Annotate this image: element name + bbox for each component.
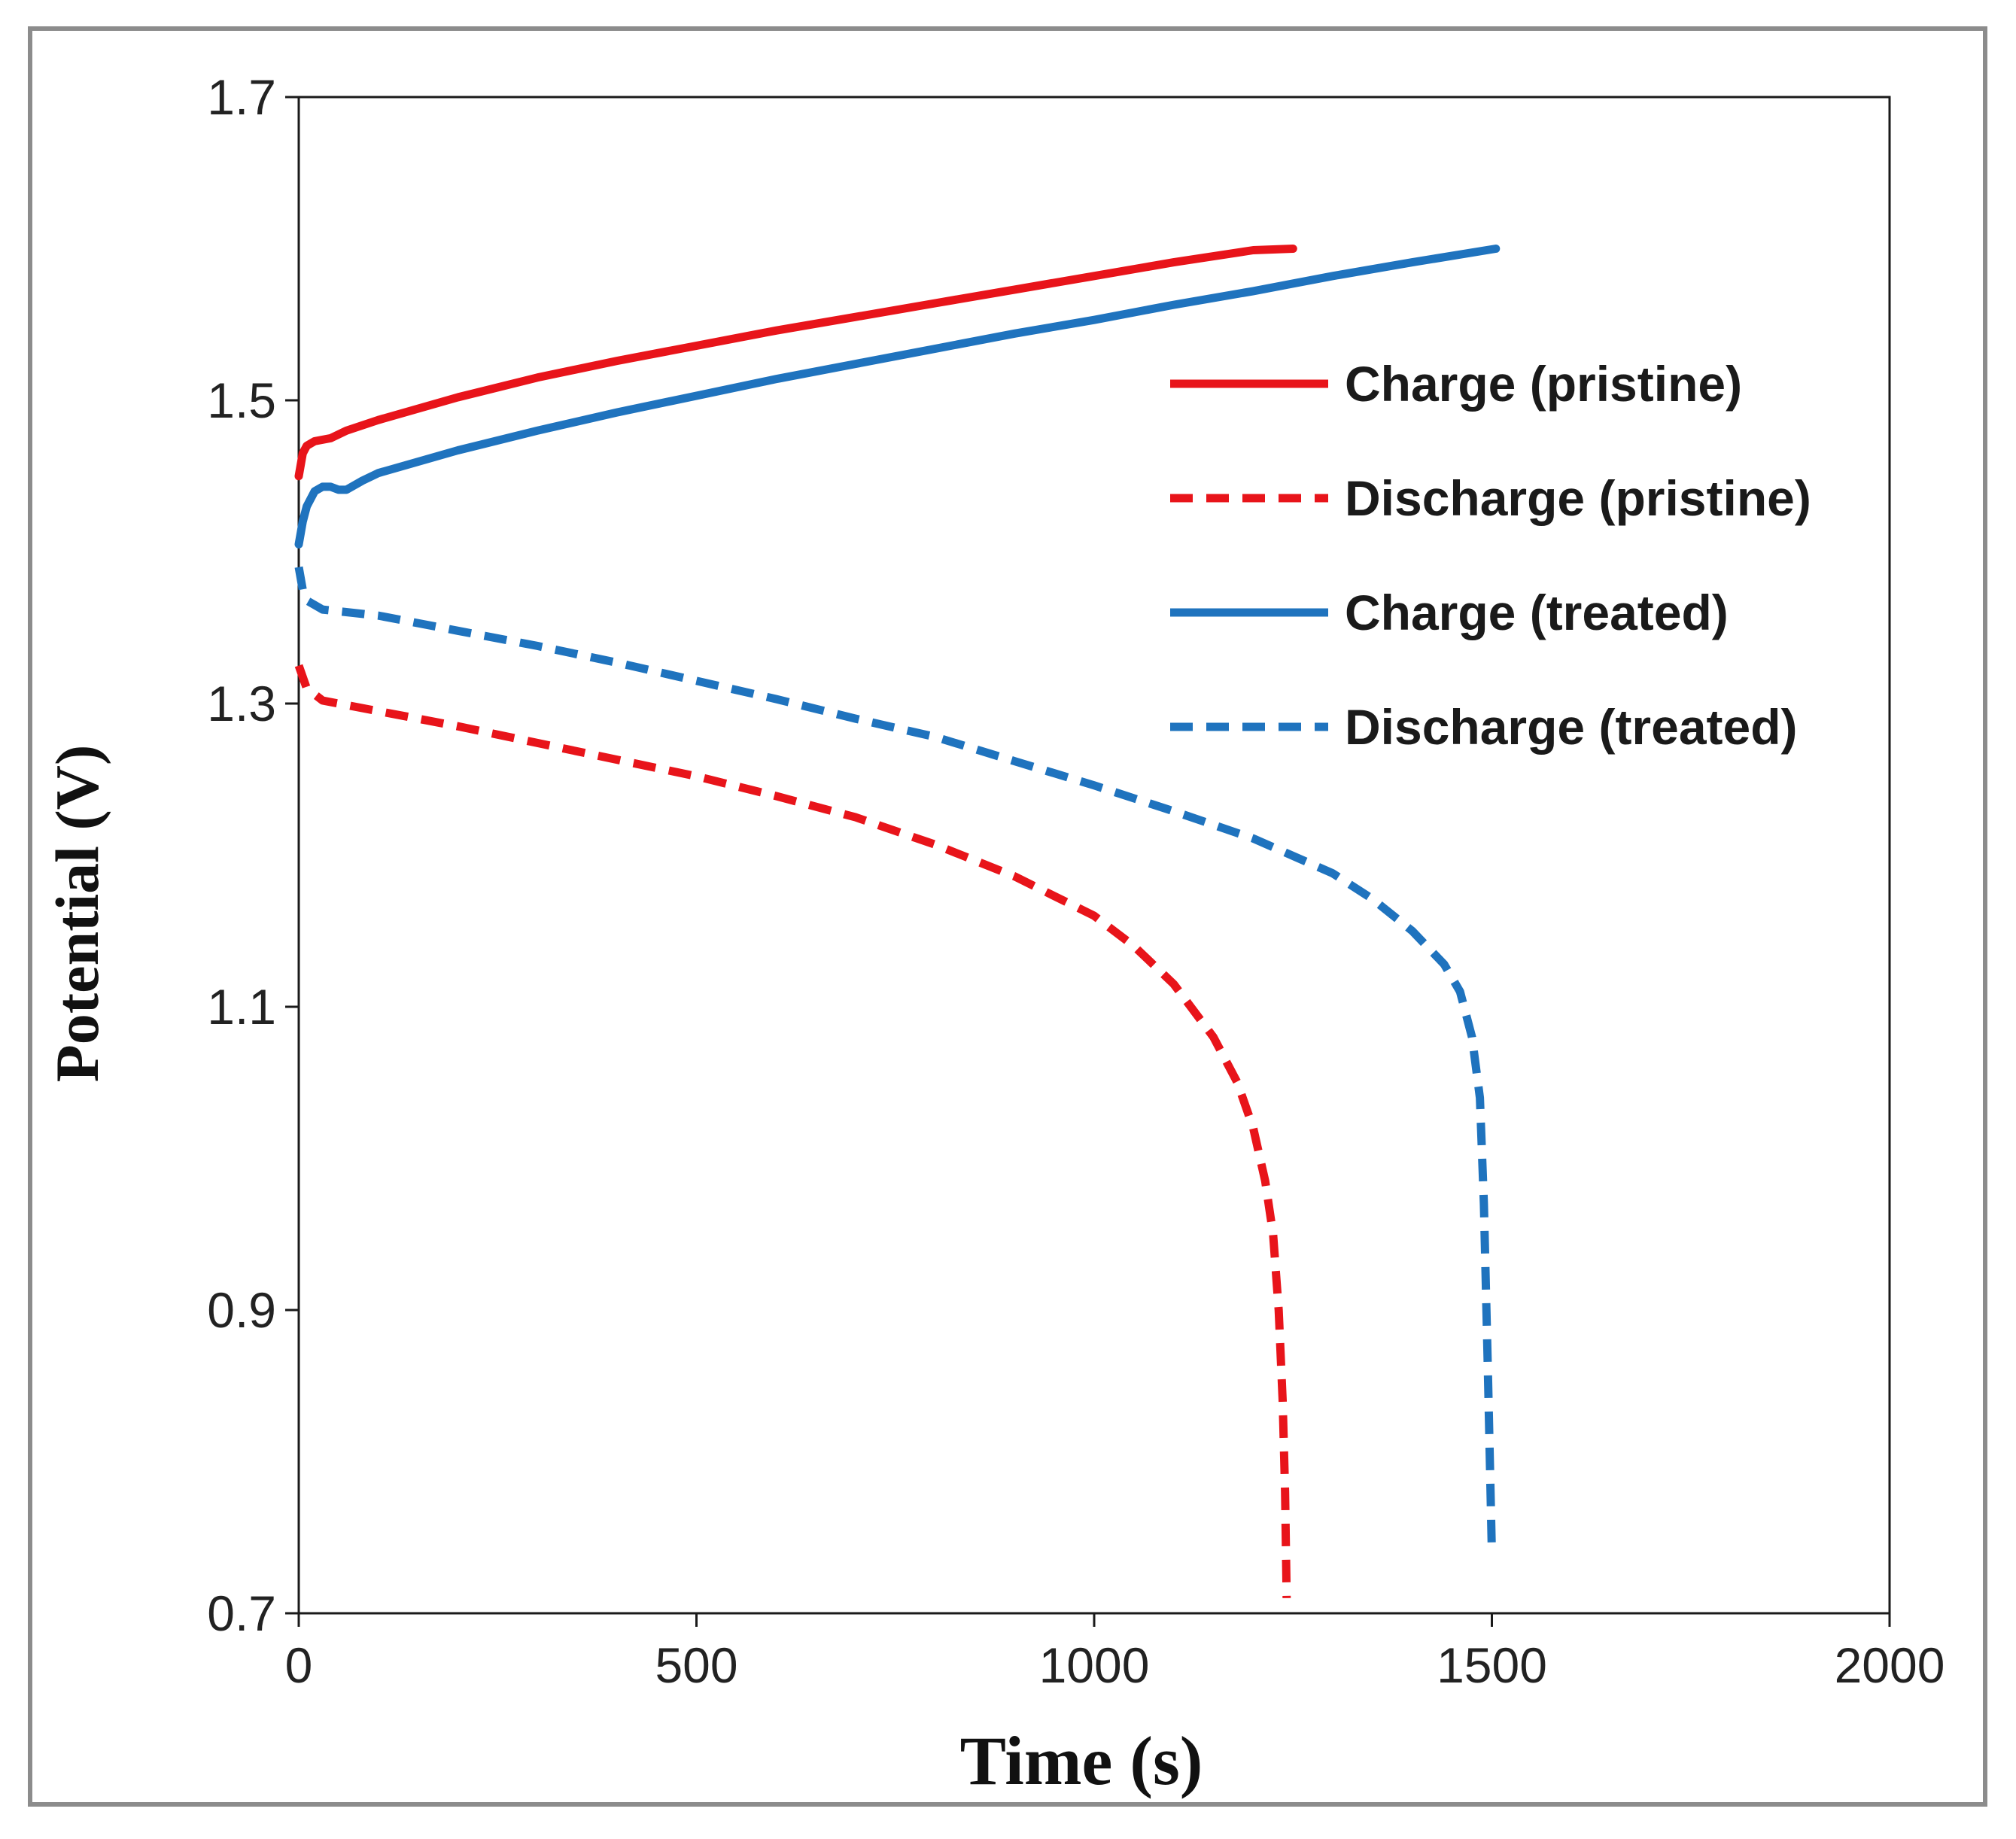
y-tick-label: 1.1 [207, 979, 276, 1035]
legend-label: Charge (treated) [1345, 585, 1729, 640]
x-tick-label: 0 [285, 1637, 313, 1693]
y-axis-title: Potential (V) [43, 745, 111, 1083]
x-tick-label: 1000 [1039, 1637, 1150, 1693]
x-tick-label: 500 [655, 1637, 737, 1693]
series-line-discharge-pristine [294, 664, 1291, 1598]
series-line-charge-treated [294, 245, 1501, 549]
series-line-charge-pristine [294, 245, 1297, 481]
y-tick-label: 0.7 [207, 1585, 276, 1641]
figure-border [28, 26, 1987, 1807]
legend: Charge (pristine) Discharge (pristine) Cha… [1170, 356, 1811, 755]
y-tick-label: 0.9 [207, 1282, 276, 1338]
x-axis-ticks: 0 500 1000 1500 2000 [285, 1613, 1945, 1693]
series-line-discharge-treated [294, 566, 1496, 1553]
x-axis-title: Time (s) [960, 1722, 1203, 1799]
y-tick-label: 1.7 [207, 69, 276, 125]
legend-label: Discharge (treated) [1345, 699, 1798, 755]
x-tick-label: 1500 [1437, 1637, 1547, 1693]
x-tick-label: 2000 [1835, 1637, 1945, 1693]
legend-label: Discharge (pristine) [1345, 470, 1811, 526]
y-axis-ticks: 0.7 0.9 1.1 1.3 1.5 1.7 [207, 69, 299, 1641]
y-tick-label: 1.5 [207, 372, 276, 428]
legend-label: Charge (pristine) [1345, 356, 1742, 412]
y-tick-label: 1.3 [207, 676, 276, 731]
series-layer [294, 245, 1501, 1598]
